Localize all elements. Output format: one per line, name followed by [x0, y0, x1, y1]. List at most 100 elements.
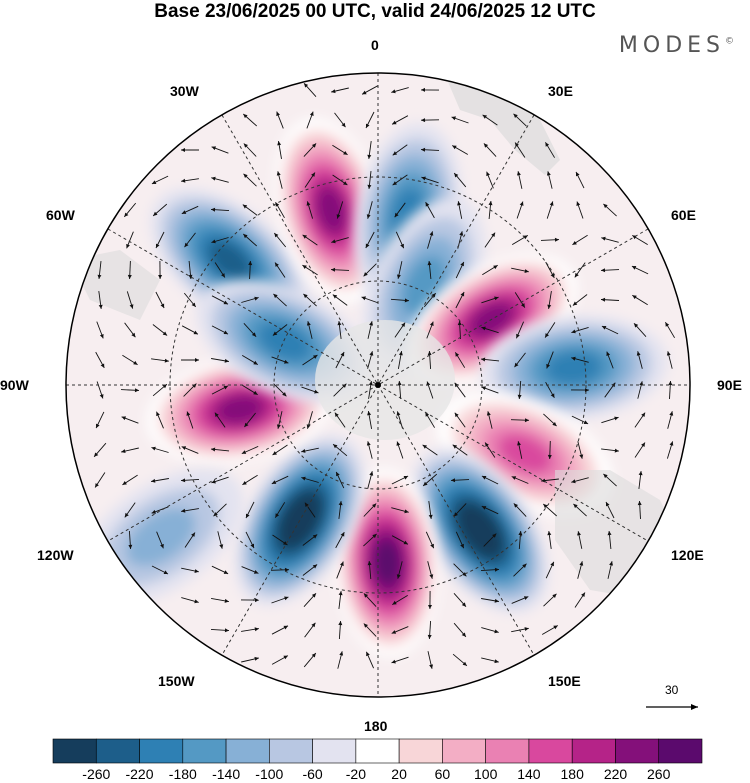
wind-arrow — [603, 473, 617, 487]
wind-arrow — [577, 441, 584, 459]
colorbar-swatch — [485, 738, 530, 764]
wind-arrow — [574, 262, 586, 278]
wind-arrow — [607, 561, 613, 579]
wind-arrow — [214, 262, 226, 278]
wind-arrow — [272, 534, 288, 546]
lon-label-60w: 60W — [46, 207, 75, 223]
wind-arrow — [457, 201, 463, 219]
wind-arrow — [452, 653, 468, 667]
wind-arrow — [577, 531, 583, 549]
wind-arrow — [306, 321, 313, 339]
wind-arrow — [181, 358, 199, 362]
wind-arrow — [242, 474, 258, 486]
wind-arrow — [601, 325, 619, 335]
wind-arrow — [455, 261, 465, 279]
wind-arrow — [571, 477, 589, 484]
wind-arrow — [607, 530, 612, 550]
wind-arrow — [241, 445, 259, 455]
wind-arrow — [276, 111, 284, 129]
wind-arrow — [96, 321, 104, 339]
wind-arrow — [665, 321, 675, 339]
wind-arrow — [94, 472, 106, 488]
wind-arrow — [547, 531, 552, 549]
wind-arrow — [273, 232, 287, 248]
wind-arrow — [391, 656, 409, 664]
wind-arrow — [211, 565, 229, 575]
wind-arrow — [97, 261, 102, 279]
wind-arrow — [363, 533, 377, 547]
wind-arrow — [365, 231, 375, 249]
wind-arrow — [361, 85, 379, 95]
wind-arrow — [337, 321, 342, 339]
wind-arrow — [484, 442, 496, 458]
wind-arrow — [98, 291, 103, 309]
colorbar-swatch — [571, 738, 616, 764]
wind-arrow — [211, 385, 229, 395]
wind-arrow — [392, 144, 408, 156]
colorbar-tick-label: 100 — [474, 766, 498, 782]
wind-arrow — [332, 144, 348, 156]
wind-arrow — [126, 231, 134, 249]
anomaly-contour-band — [545, 350, 603, 385]
wind-arrow — [241, 566, 259, 574]
brand-name: MODES — [618, 33, 725, 58]
wind-arrow — [427, 350, 432, 370]
reference-arrowhead — [691, 704, 698, 710]
wind-arrow — [338, 501, 343, 519]
wind-arrow — [181, 567, 199, 573]
anomaly-contour-band — [373, 540, 401, 585]
lon-label-120e: 120E — [671, 547, 704, 563]
wind-arrow — [367, 351, 374, 369]
colorbar-swatch — [95, 738, 140, 764]
wind-arrow — [156, 531, 164, 549]
wind-arrow — [152, 324, 168, 336]
wind-arrow — [427, 231, 434, 249]
wind-arrow — [334, 412, 346, 428]
wind-arrow — [271, 356, 289, 364]
wind-arrow — [242, 384, 258, 396]
colorbar-swatch — [528, 738, 573, 764]
wind-arrow — [273, 293, 287, 307]
wind-arrow — [390, 298, 410, 303]
colorbar-swatch — [225, 738, 270, 764]
wind-arrow — [572, 294, 588, 306]
wind-arrow — [180, 478, 200, 483]
wind-arrow — [517, 171, 523, 189]
colorbar-tick-label: -140 — [212, 766, 241, 782]
colorbar-tick-label: -100 — [255, 766, 284, 782]
wind-arrow — [188, 260, 193, 280]
wind-arrow — [211, 476, 229, 484]
wind-arrow — [513, 563, 527, 577]
wind-arrow — [336, 561, 344, 579]
wind-arrow — [427, 651, 433, 669]
wind-arrow — [638, 471, 643, 489]
wind-arrow — [335, 471, 345, 489]
wind-arrow — [394, 202, 406, 218]
wind-arrow — [367, 560, 372, 580]
wind-arrow — [181, 597, 199, 604]
wind-arrow — [606, 351, 614, 369]
wind-arrow — [481, 505, 499, 515]
colorbar-tick-label: -260 — [82, 766, 111, 782]
wind-arrow — [211, 146, 229, 154]
wind-arrow — [243, 173, 257, 187]
wind-arrow — [511, 596, 529, 604]
wind-arrow — [363, 263, 377, 277]
wind-arrow — [271, 655, 289, 665]
wind-arrow — [365, 651, 375, 669]
wind-arrow — [128, 530, 133, 550]
wind-arrow — [274, 262, 286, 278]
colorbar-swatch — [658, 738, 703, 764]
lon-label-90w: 90W — [0, 377, 29, 393]
wind-arrow — [210, 207, 230, 212]
page-title: Base 23/06/2025 00 UTC, valid 24/06/2025… — [154, 1, 596, 22]
wind-arrow — [301, 386, 319, 394]
wind-arrow — [482, 264, 498, 276]
wind-arrow — [571, 415, 589, 425]
wind-arrow — [122, 354, 138, 366]
wind-arrow — [427, 260, 432, 280]
wind-arrow — [453, 622, 467, 638]
wind-arrow — [391, 507, 409, 514]
wind-arrow — [270, 567, 290, 572]
wind-arrow — [481, 386, 499, 394]
